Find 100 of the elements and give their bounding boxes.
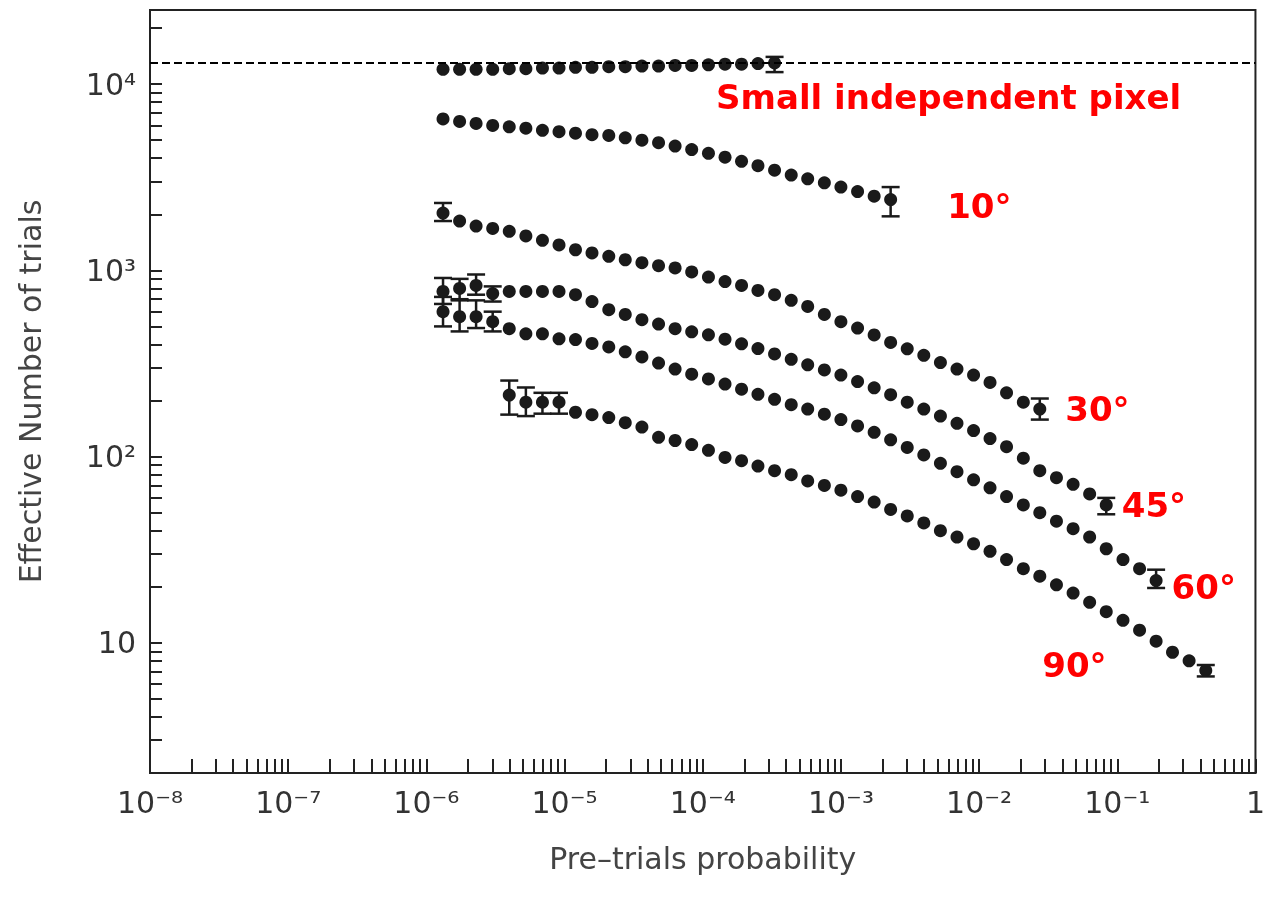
point [851, 321, 865, 335]
point [718, 332, 732, 346]
point [453, 114, 467, 128]
point [701, 270, 715, 284]
point [751, 283, 765, 297]
point [602, 340, 616, 354]
point [768, 392, 782, 406]
point [453, 62, 467, 76]
point [519, 284, 533, 298]
point [884, 433, 898, 447]
point [585, 336, 599, 350]
point [635, 256, 649, 270]
point [967, 473, 981, 487]
point [502, 284, 516, 298]
point [436, 112, 450, 126]
point [867, 189, 881, 203]
point [933, 456, 947, 470]
point [917, 348, 931, 362]
y-axis-title: Effective Number of trials [12, 199, 48, 584]
point [950, 362, 964, 376]
point [552, 284, 566, 298]
point [751, 159, 765, 173]
point [1133, 562, 1147, 576]
point [701, 146, 715, 160]
series-label: Small independent pixel [716, 76, 1182, 117]
point [718, 150, 732, 164]
series-label: 60° [1171, 566, 1236, 607]
x-tick-label: 10⁻⁵ [531, 784, 598, 820]
point [486, 221, 500, 235]
point [884, 388, 898, 402]
point [851, 375, 865, 389]
point [801, 402, 815, 416]
point [585, 128, 599, 142]
y-tick-label: 10³ [85, 252, 136, 288]
point [967, 368, 981, 382]
point [735, 337, 749, 351]
point [486, 118, 500, 132]
point [453, 281, 467, 295]
point [652, 136, 666, 150]
point [1083, 487, 1097, 501]
point [585, 246, 599, 260]
point [668, 322, 682, 336]
point [569, 243, 582, 257]
point [502, 322, 516, 336]
point [585, 295, 599, 309]
point [817, 307, 831, 321]
x-tick-label: 10⁻¹ [1084, 784, 1151, 820]
point [983, 375, 997, 389]
point [834, 368, 848, 382]
series-label: 45° [1121, 484, 1187, 525]
point [933, 409, 947, 423]
point [569, 288, 582, 302]
point [900, 342, 914, 356]
x-tick-label: 10⁻⁸ [116, 784, 184, 820]
point [784, 398, 798, 412]
point [1116, 553, 1130, 567]
point [817, 176, 831, 190]
point [618, 253, 632, 267]
x-axis-title: Pre–trials probability [549, 840, 857, 876]
point [436, 62, 450, 76]
point [652, 356, 666, 370]
point [519, 229, 533, 243]
point [867, 381, 881, 395]
point [519, 121, 533, 135]
point [917, 402, 931, 416]
point [502, 120, 516, 134]
point [635, 313, 649, 327]
point [602, 249, 616, 263]
point [851, 185, 865, 199]
point [768, 347, 782, 361]
point [685, 367, 699, 381]
point [950, 465, 964, 479]
point [668, 362, 682, 376]
point [602, 128, 616, 142]
point [884, 335, 898, 349]
point [917, 448, 931, 462]
point [1016, 395, 1030, 409]
point [535, 61, 549, 75]
point [1049, 514, 1063, 528]
point [602, 303, 616, 317]
point [535, 123, 549, 137]
point [652, 317, 666, 331]
point [983, 432, 997, 446]
point [1066, 477, 1080, 491]
point [519, 327, 533, 341]
point [817, 363, 831, 377]
x-tick-label: 10⁻⁷ [255, 784, 322, 820]
point [801, 358, 815, 372]
point [535, 233, 549, 247]
point [1016, 451, 1030, 465]
point [668, 261, 682, 275]
point [900, 395, 914, 409]
point [867, 425, 881, 439]
series-label: 90° [1042, 644, 1107, 685]
x-tick-label: 10⁻² [946, 784, 1013, 820]
point [900, 440, 914, 454]
point [784, 293, 798, 307]
x-tick-label: 10⁻⁴ [669, 784, 736, 820]
point [1016, 498, 1030, 512]
point [1000, 490, 1014, 504]
